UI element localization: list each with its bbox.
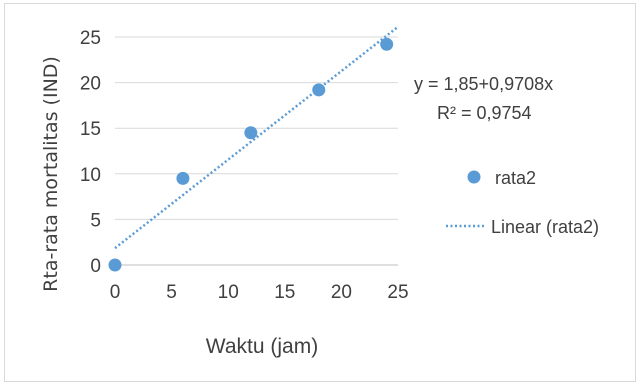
x-tick-label: 0 [110, 282, 121, 303]
trendline-equation: y = 1,85+0,9708x [414, 74, 553, 94]
y-tick-label: 20 [80, 74, 101, 95]
trendline-layer [115, 27, 398, 248]
y-tick-label: 15 [80, 119, 101, 140]
x-axis-title: Waktu (jam) [206, 335, 318, 358]
x-tick-label: 10 [218, 282, 239, 303]
data-point [176, 172, 189, 185]
legend-marker-rata2 [468, 171, 481, 184]
data-points [109, 38, 394, 272]
data-point [244, 126, 257, 139]
y-axis-title: Rta-rata mortalitas (IND) [40, 56, 62, 292]
chart-frame: 0 5 10 15 20 25 0 5 10 15 20 25 Waktu (jam) Rta-rat… [4, 3, 636, 382]
gridlines [115, 37, 398, 219]
legend: rata2 Linear (rata2) [446, 168, 599, 237]
x-tick-label: 25 [387, 282, 408, 303]
legend-label-linear: Linear (rata2) [491, 217, 599, 237]
trendline [115, 27, 398, 248]
x-tick-label: 20 [331, 282, 352, 303]
x-tick-label: 5 [166, 282, 177, 303]
y-tick-label: 10 [80, 165, 101, 186]
y-tick-label: 25 [80, 28, 101, 49]
y-tick-label: 5 [90, 210, 101, 231]
y-tick-label: 0 [90, 256, 101, 277]
legend-label-rata2: rata2 [495, 168, 536, 188]
data-point [312, 83, 325, 96]
x-tick-label: 15 [274, 282, 295, 303]
data-point [380, 38, 393, 51]
tick-labels: 0 5 10 15 20 25 0 5 10 15 20 25 [80, 28, 409, 303]
data-point [109, 259, 122, 272]
scatter-chart: 0 5 10 15 20 25 0 5 10 15 20 25 Waktu (jam) Rta-rat… [5, 4, 637, 383]
trendline-r2: R² = 0,9754 [437, 103, 532, 123]
